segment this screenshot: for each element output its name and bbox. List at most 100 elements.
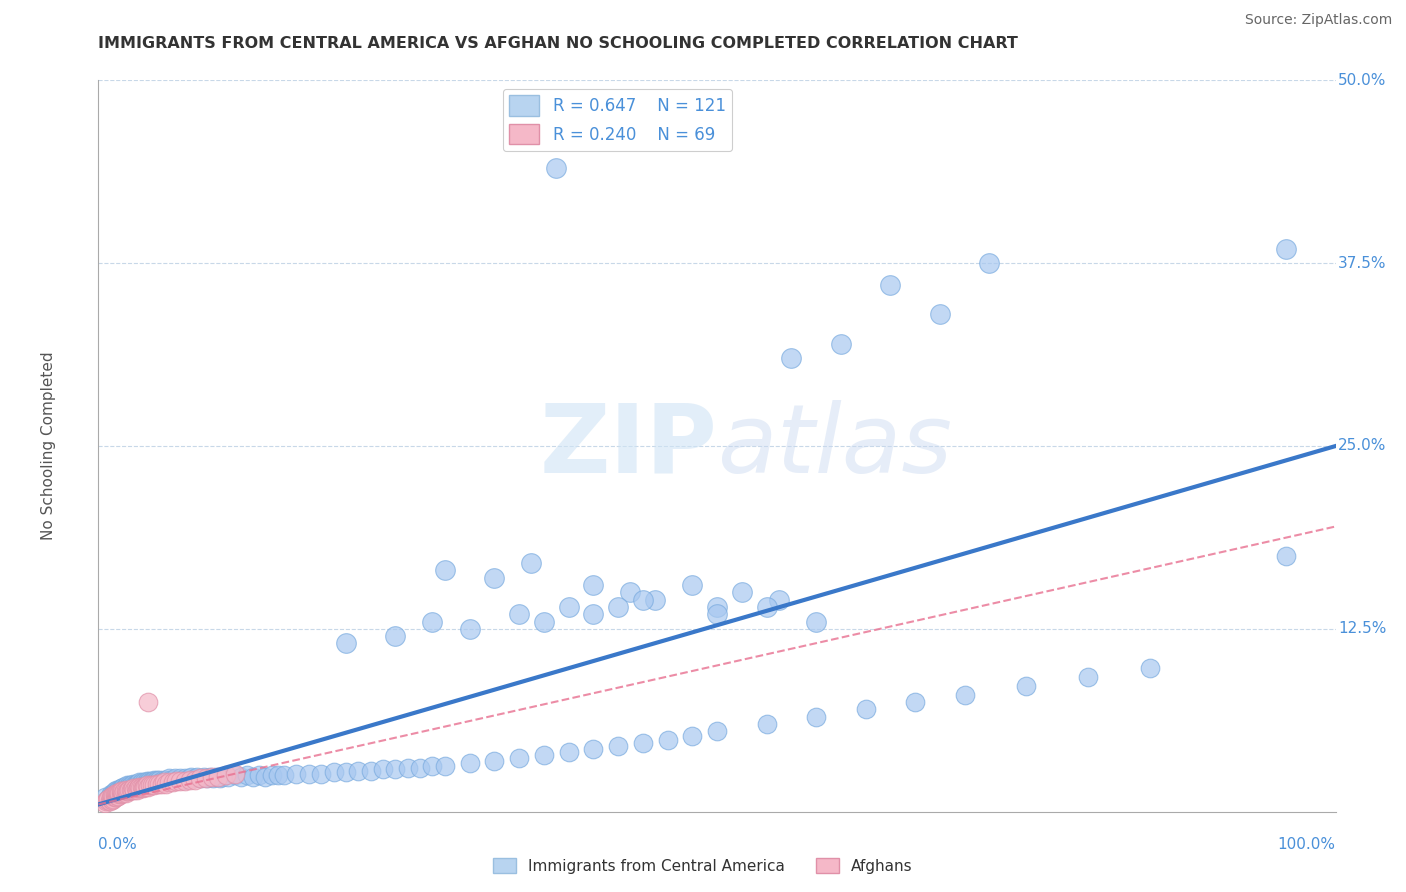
Point — [100, 790, 122, 805]
Point — [195, 771, 218, 785]
Point — [146, 774, 169, 789]
Point — [166, 772, 188, 787]
Point — [145, 777, 167, 791]
Point — [120, 782, 142, 797]
Point — [162, 772, 184, 787]
Point — [953, 688, 976, 702]
Point — [110, 782, 132, 797]
Point — [131, 780, 153, 794]
Point — [169, 771, 191, 785]
Text: 12.5%: 12.5% — [1339, 622, 1386, 636]
Point — [631, 592, 654, 607]
Point — [631, 736, 654, 750]
Point — [150, 777, 173, 791]
Point — [433, 759, 456, 773]
Point — [129, 781, 152, 796]
Point — [224, 766, 246, 780]
Point — [360, 764, 382, 778]
Point — [557, 745, 579, 759]
Point — [1275, 549, 1298, 563]
Point — [155, 777, 177, 791]
Point — [165, 774, 187, 789]
Point — [112, 780, 135, 794]
Point — [111, 786, 134, 800]
Point — [508, 607, 530, 622]
Point — [128, 775, 150, 789]
Point — [582, 741, 605, 756]
Text: 0.0%: 0.0% — [98, 838, 138, 853]
Point — [103, 787, 125, 801]
Point — [112, 786, 135, 800]
Point — [142, 775, 165, 789]
Point — [117, 780, 139, 794]
Point — [706, 724, 728, 739]
Point — [195, 771, 218, 785]
Point — [755, 717, 778, 731]
Point — [484, 754, 506, 768]
Point — [117, 784, 139, 798]
Point — [202, 771, 225, 785]
Point — [433, 563, 456, 577]
Point — [211, 770, 233, 784]
Point — [100, 791, 122, 805]
Point — [96, 793, 118, 807]
Point — [247, 768, 270, 782]
Point — [112, 784, 135, 798]
Point — [120, 778, 142, 792]
Point — [105, 789, 128, 803]
Point — [322, 765, 344, 780]
Point — [115, 778, 138, 792]
Text: 50.0%: 50.0% — [1339, 73, 1386, 87]
Point — [110, 784, 132, 798]
Point — [755, 599, 778, 614]
Point — [148, 772, 170, 787]
Point — [93, 790, 115, 805]
Point — [98, 795, 121, 809]
Point — [458, 622, 481, 636]
Point — [979, 256, 1001, 270]
Point — [103, 787, 125, 801]
Point — [201, 770, 224, 784]
Point — [384, 762, 406, 776]
Point — [172, 772, 194, 787]
Point — [582, 578, 605, 592]
Point — [309, 766, 332, 780]
Point — [103, 786, 125, 800]
Point — [855, 702, 877, 716]
Point — [124, 778, 146, 792]
Point — [254, 770, 277, 784]
Point — [546, 161, 568, 175]
Point — [159, 772, 181, 787]
Point — [118, 782, 141, 797]
Point — [706, 599, 728, 614]
Text: atlas: atlas — [717, 400, 952, 492]
Point — [121, 782, 143, 797]
Point — [101, 793, 124, 807]
Point — [114, 780, 136, 794]
Point — [127, 781, 149, 796]
Point — [124, 782, 146, 797]
Point — [105, 786, 128, 800]
Point — [215, 768, 238, 782]
Point — [103, 791, 125, 805]
Point — [118, 778, 141, 792]
Point — [114, 786, 136, 800]
Point — [141, 778, 163, 792]
Point — [347, 764, 370, 778]
Point — [103, 790, 125, 805]
Point — [533, 747, 555, 762]
Point — [681, 729, 703, 743]
Point — [107, 782, 129, 797]
Point — [122, 781, 145, 796]
Point — [533, 615, 555, 629]
Point — [114, 782, 136, 797]
Point — [134, 775, 156, 789]
Point — [731, 585, 754, 599]
Point — [188, 771, 211, 785]
Point — [115, 784, 138, 798]
Text: No Schooling Completed: No Schooling Completed — [41, 351, 56, 541]
Point — [508, 750, 530, 764]
Point — [153, 774, 176, 789]
Point — [768, 592, 790, 607]
Point — [93, 796, 115, 810]
